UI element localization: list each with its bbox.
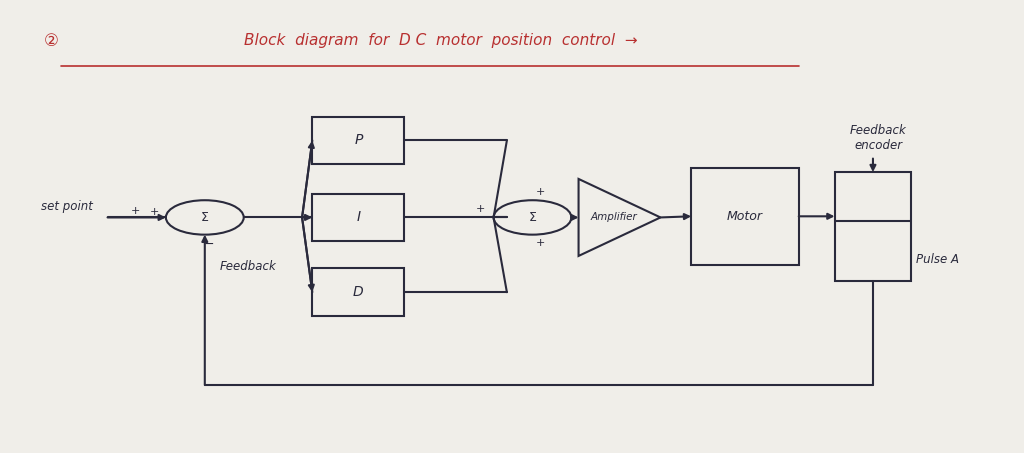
Text: P: P [354,134,362,147]
Bar [312,194,404,241]
Text: +: + [536,187,545,197]
Text: +: + [150,207,159,217]
Text: Σ: Σ [201,211,209,224]
Bar [835,172,911,281]
Text: Feedback
encoder: Feedback encoder [850,124,906,152]
Text: ②: ② [44,32,58,50]
Text: Σ: Σ [528,211,537,224]
Text: +: + [130,206,140,216]
Text: +: + [476,204,485,214]
Text: +: + [536,238,545,248]
Text: −: − [204,238,214,251]
Bar [691,168,799,265]
Text: Feedback: Feedback [220,260,276,273]
Text: Pulse A: Pulse A [916,253,959,265]
Text: Motor: Motor [727,210,763,223]
Bar [312,117,404,164]
Text: Amplifier: Amplifier [591,212,638,222]
Bar [312,268,404,316]
Text: I: I [356,211,360,224]
Text: D: D [353,285,364,299]
Text: Block  diagram  for  D C  motor  position  control  →: Block diagram for D C motor position con… [244,33,637,48]
Text: set point: set point [41,200,93,212]
